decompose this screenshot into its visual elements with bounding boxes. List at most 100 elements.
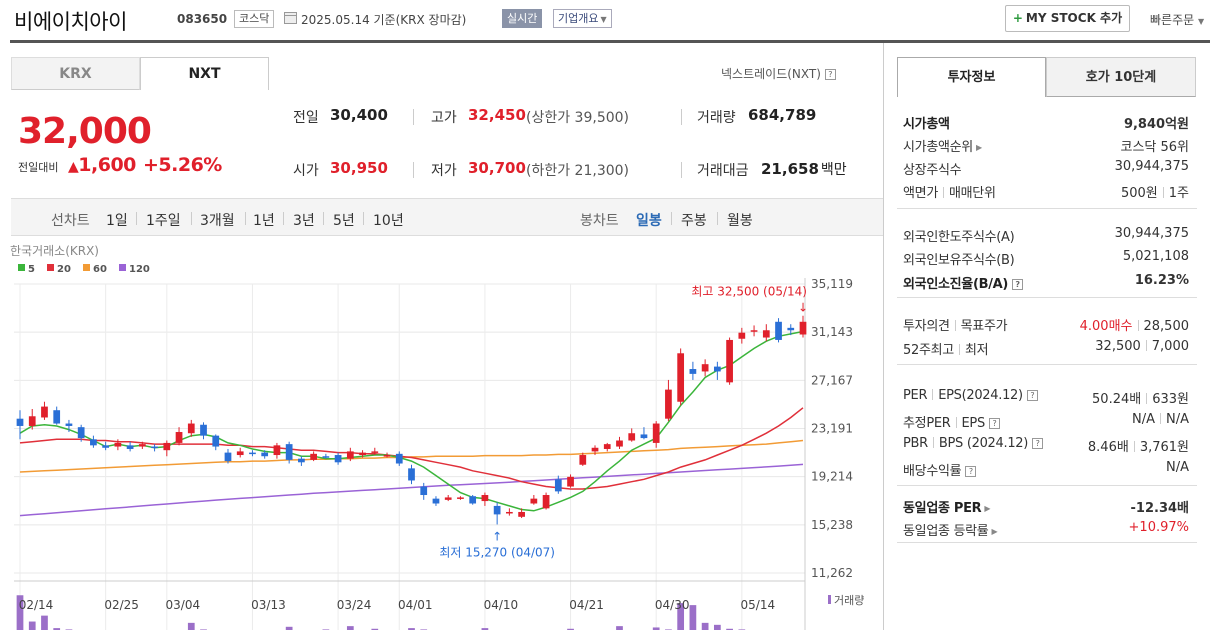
low-label: 저가 — [431, 163, 457, 179]
quick-order-dropdown[interactable]: 빠른주문 ▼ — [1150, 11, 1204, 28]
candle-body — [713, 366, 721, 372]
volume-bar — [28, 621, 36, 630]
candle-body — [298, 458, 305, 463]
volume-bar — [16, 595, 24, 630]
candle-body — [77, 427, 85, 439]
period-10y[interactable]: 10년 — [373, 213, 404, 229]
period-1d[interactable]: 1일 — [106, 213, 128, 229]
change-rate: +5.26% — [143, 154, 222, 176]
help-icon[interactable]: ? — [1012, 279, 1024, 290]
period-3m[interactable]: 3개월 — [200, 213, 235, 229]
candle-body — [249, 452, 256, 455]
tab-order-book[interactable]: 호가 10단계 — [1046, 57, 1196, 97]
volume-bar — [371, 628, 379, 630]
nxt-link[interactable]: 넥스트레이드(NXT)? — [721, 65, 836, 82]
help-icon[interactable]: ? — [988, 418, 1000, 429]
volume-bar — [652, 627, 660, 630]
high-arrow-icon: ↓ — [798, 301, 808, 315]
volume-bar — [713, 624, 721, 630]
candle-body — [799, 321, 807, 335]
high-label: 고가 — [431, 110, 457, 126]
period-weekly[interactable]: 주봉 — [681, 213, 707, 229]
help-icon[interactable]: ? — [965, 466, 977, 477]
invest-info-row: 액면가 매매단위 500원 1주 — [903, 182, 1189, 202]
help-icon[interactable]: ? — [824, 69, 836, 80]
candle-body — [616, 440, 623, 447]
invest-info-key2-text: BPS (2024.12) — [938, 436, 1029, 451]
candle-body — [701, 364, 709, 372]
high-value: 32,450 — [468, 106, 526, 124]
invest-info-value: 9,840억원 — [1124, 113, 1189, 132]
candle-body — [53, 410, 61, 424]
invest-info-key: 추정PER EPS? — [903, 412, 1000, 431]
invest-info-row[interactable]: 시가총액순위 ▶ 코스닥 56위 — [903, 136, 1189, 156]
overview-label: 기업개요 — [558, 12, 599, 25]
tab-nxt[interactable]: NXT — [140, 57, 269, 90]
divider — [245, 212, 246, 225]
candle-body — [212, 435, 220, 447]
legend-label: 5 — [28, 264, 35, 275]
candle-body — [603, 444, 611, 449]
candle-body — [285, 444, 293, 460]
x-tick-label: 04/10 — [484, 598, 519, 612]
period-5y[interactable]: 5년 — [333, 213, 355, 229]
candle-body — [273, 445, 281, 456]
invest-info-key-text: 동일업종 PER — [903, 501, 982, 516]
add-my-stock-button[interactable]: + MY STOCK 추가 — [1005, 5, 1130, 32]
divider — [136, 212, 137, 225]
invest-info-row: 외국인소진율(B/A)? 16.23% — [903, 273, 1189, 293]
invest-info-key-text: 액면가 — [903, 186, 938, 201]
period-1w[interactable]: 1주일 — [146, 213, 181, 229]
volume-legend-label: 거래량 — [834, 594, 864, 607]
invest-info-value-text: N/A — [1132, 412, 1155, 427]
y-tick-label: 31,143 — [811, 325, 853, 339]
divider — [955, 417, 957, 428]
price-chart-svg: 한국거래소(KRX) 5 20 60 120 35,119 31,143 27,167 23,1… — [10, 244, 864, 630]
invest-info-key: 외국인보유주식수(B) — [903, 249, 1015, 268]
invest-info-key: 52주최고 최저 — [903, 339, 989, 358]
invest-info-key: 배당수익률? — [903, 460, 977, 479]
volume-bar — [567, 628, 574, 630]
invest-info-value2-text: 28,500 — [1143, 319, 1190, 334]
tab-invest-info[interactable]: 투자정보 — [897, 57, 1046, 97]
invest-info-key2-text: 목표주가 — [960, 319, 1008, 334]
invest-info-row[interactable]: 동일업종 PER ▶ -12.34배 — [903, 497, 1189, 517]
quick-order-label: 빠른주문 — [1150, 13, 1195, 27]
period-daily[interactable]: 일봉 — [636, 213, 662, 229]
invest-info-value: 코스닥 56위 — [1120, 136, 1189, 155]
candle-body — [689, 369, 697, 374]
candle-body — [762, 330, 770, 338]
help-icon[interactable]: ? — [1032, 438, 1044, 449]
company-overview-dropdown[interactable]: 기업개요 ▼ — [553, 9, 612, 28]
legend-swatch — [18, 264, 25, 271]
realtime-button[interactable]: 실시간 — [502, 9, 543, 28]
invest-info-group: 외국인한도주식수(A) 30,944,375 외국인보유주식수(B) 5,021,10… — [897, 212, 1197, 298]
volume-bar — [408, 628, 415, 630]
nxt-link-label: 넥스트레이드(NXT) — [721, 67, 821, 81]
invest-info-value2-text: N/A — [1166, 412, 1189, 427]
invest-info-value2-text: 3,761원 — [1139, 440, 1189, 455]
volume-bar — [346, 626, 354, 630]
period-monthly[interactable]: 월봉 — [727, 213, 753, 229]
period-3y[interactable]: 3년 — [293, 213, 315, 229]
invest-info-value: +10.97% — [1129, 520, 1189, 535]
invest-info-key-text: 배당수익률 — [903, 464, 962, 479]
amount-label: 거래대금 — [697, 163, 749, 179]
tab-krx[interactable]: KRX — [11, 57, 140, 90]
candle-body — [457, 497, 464, 499]
invest-info-value: 16.23% — [1135, 273, 1189, 288]
candle-body — [151, 446, 158, 449]
volume-bar — [187, 622, 195, 630]
legend-label: 20 — [57, 264, 71, 275]
chevron-right-icon: ▶ — [975, 143, 982, 152]
help-icon[interactable]: ? — [1026, 390, 1038, 401]
invest-info-key-text: 추정PER — [903, 416, 951, 431]
price-chart[interactable]: 한국거래소(KRX) 5 20 60 120 35,119 31,143 27,167 23,1… — [10, 238, 884, 630]
candle-body — [371, 451, 379, 453]
high-annotation: 최고 32,500 (05/14) — [691, 285, 807, 299]
invest-info-key2-text: 최저 — [964, 343, 989, 358]
upper-limit: (상한가 39,500) — [526, 110, 630, 126]
period-1y[interactable]: 1년 — [253, 213, 275, 229]
invest-info-row[interactable]: 동일업종 등락률 ▶ +10.97% — [903, 520, 1189, 540]
candle-body — [322, 456, 330, 458]
